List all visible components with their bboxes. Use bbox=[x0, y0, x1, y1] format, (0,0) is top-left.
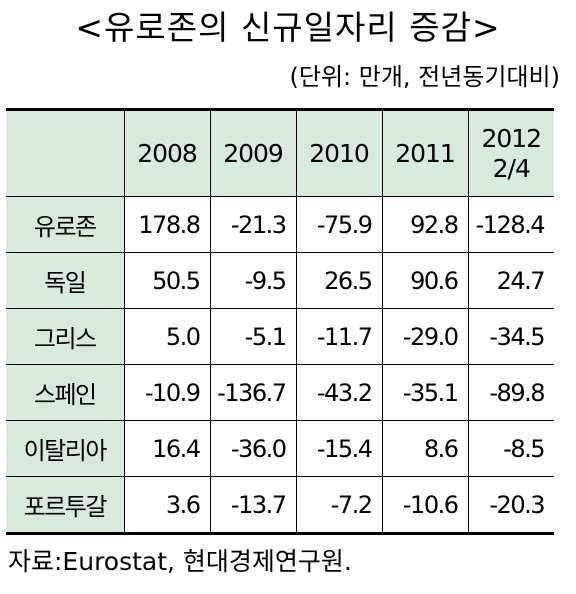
table-cell: -10.6 bbox=[382, 476, 469, 534]
column-header-2008: 2008 bbox=[124, 109, 211, 197]
jobs-change-table: 2008 2009 2010 2011 2012 2/4 유로존 178.8 -… bbox=[6, 108, 554, 535]
row-label: 스페인 bbox=[6, 364, 125, 421]
table-row-spain: 스페인 -10.9 -136.7 -43.2 -35.1 -89.8 bbox=[6, 364, 554, 421]
table-cell: -9.5 bbox=[210, 252, 297, 309]
table-cell: -34.5 bbox=[468, 308, 554, 365]
table-cell: -36.0 bbox=[210, 420, 297, 477]
table-cell: 178.8 bbox=[124, 196, 211, 253]
row-label: 포르투갈 bbox=[6, 476, 125, 534]
table-cell: -136.7 bbox=[210, 364, 297, 421]
row-label: 그리스 bbox=[6, 308, 125, 365]
table-cell: 24.7 bbox=[468, 252, 554, 309]
table-cell: 16.4 bbox=[124, 420, 211, 477]
unit-note: (단위: 만개, 전년동기대비) bbox=[289, 63, 561, 91]
header-row: 2008 2009 2010 2011 2012 2/4 bbox=[6, 109, 554, 197]
column-header-line: 2011 bbox=[395, 138, 456, 168]
table-cell: -15.4 bbox=[296, 420, 383, 477]
table-cell: -10.9 bbox=[124, 364, 211, 421]
table-row-eurozone: 유로존 178.8 -21.3 -75.9 92.8 -128.4 bbox=[6, 196, 554, 253]
table-cell: 8.6 bbox=[382, 420, 469, 477]
table-row-portugal: 포르투갈 3.6 -13.7 -7.2 -10.6 -20.3 bbox=[6, 476, 554, 534]
table-cell: 90.6 bbox=[382, 252, 469, 309]
column-header-2009: 2009 bbox=[210, 109, 297, 197]
table-cell: 26.5 bbox=[296, 252, 383, 309]
table-cell: -11.7 bbox=[296, 308, 383, 365]
table-cell: -75.9 bbox=[296, 196, 383, 253]
column-header-2011: 2011 bbox=[382, 109, 469, 197]
table-cell: -20.3 bbox=[489, 490, 545, 519]
column-header-line: 2010 bbox=[309, 138, 370, 168]
column-header-line: 2008 bbox=[137, 138, 198, 168]
source-note: 자료:Eurostat, 현대경제연구원. bbox=[8, 547, 352, 576]
table-row-italy: 이탈리아 16.4 -36.0 -15.4 8.6 -8.5 bbox=[6, 420, 554, 477]
table-row-germany: 독일 50.5 -9.5 26.5 90.6 24.7 bbox=[6, 252, 554, 309]
row-label: 유로존 bbox=[6, 196, 125, 253]
table-cell: -7.2 bbox=[296, 476, 383, 534]
column-header-line: 2/4 bbox=[492, 153, 531, 183]
column-header-line: 2012 bbox=[481, 123, 542, 153]
table-cell: -13.7 bbox=[210, 476, 297, 534]
table-cell: -8.5 bbox=[468, 420, 554, 477]
table-row-greece: 그리스 5.0 -5.1 -11.7 -29.0 -34.5 bbox=[6, 308, 554, 365]
corner-cell bbox=[6, 109, 125, 197]
table-cell: -35.1 bbox=[382, 364, 469, 421]
table-cell: 50.5 bbox=[124, 252, 211, 309]
table-cell: -89.8 bbox=[468, 364, 554, 421]
column-header-line: 2009 bbox=[223, 138, 284, 168]
table-title: <유로존의 신규일자리 증감> bbox=[75, 8, 501, 47]
row-label: 독일 bbox=[6, 252, 125, 309]
table-cell: -5.1 bbox=[210, 308, 297, 365]
table-cell: 3.6 bbox=[124, 476, 211, 534]
table-cell: 92.8 bbox=[382, 196, 469, 253]
table-cell: -29.0 bbox=[382, 308, 469, 365]
table-cell: -43.2 bbox=[296, 364, 383, 421]
column-header-2012-q2: 2012 2/4 bbox=[468, 109, 554, 197]
column-header-2010: 2010 bbox=[296, 109, 383, 197]
table-cell: -21.3 bbox=[210, 196, 297, 253]
table-cell: -128.4 bbox=[468, 196, 554, 253]
table-cell: 5.0 bbox=[124, 308, 211, 365]
row-label: 이탈리아 bbox=[6, 420, 125, 477]
